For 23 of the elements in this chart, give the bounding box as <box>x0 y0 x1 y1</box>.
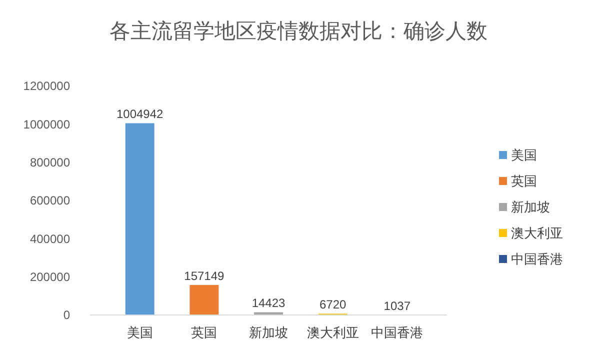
y-tick-label: 1200000 <box>23 79 70 94</box>
legend-label: 英国 <box>511 174 537 189</box>
data-label: 1004942 <box>116 107 164 122</box>
legend-label: 澳大利亚 <box>511 226 563 241</box>
y-tick-label: 600000 <box>30 194 70 208</box>
legend-label: 中国香港 <box>511 252 563 267</box>
data-label: 6720 <box>319 298 346 312</box>
y-tick-label: 800000 <box>30 156 70 170</box>
y-tick-label: 1000000 <box>23 117 70 132</box>
data-label: 157149 <box>184 269 225 284</box>
y-tick-label: 400000 <box>30 232 70 246</box>
x-tick-label: 英国 <box>191 325 218 340</box>
chart-title: 各主流留学地区疫情数据对比：确诊人数 <box>110 20 488 43</box>
y-tick-label: 0 <box>63 308 70 322</box>
legend-label: 新加坡 <box>511 200 550 215</box>
x-tick-label: 澳大利亚 <box>306 325 359 340</box>
y-tick-label: 200000 <box>30 270 70 284</box>
x-tick-label: 新加坡 <box>249 325 288 340</box>
data-label: 14423 <box>252 296 286 310</box>
data-label: 1037 <box>384 298 411 313</box>
legend-label: 美国 <box>511 148 537 163</box>
x-tick-label: 中国香港 <box>371 325 424 340</box>
x-tick-label: 美国 <box>126 325 153 340</box>
